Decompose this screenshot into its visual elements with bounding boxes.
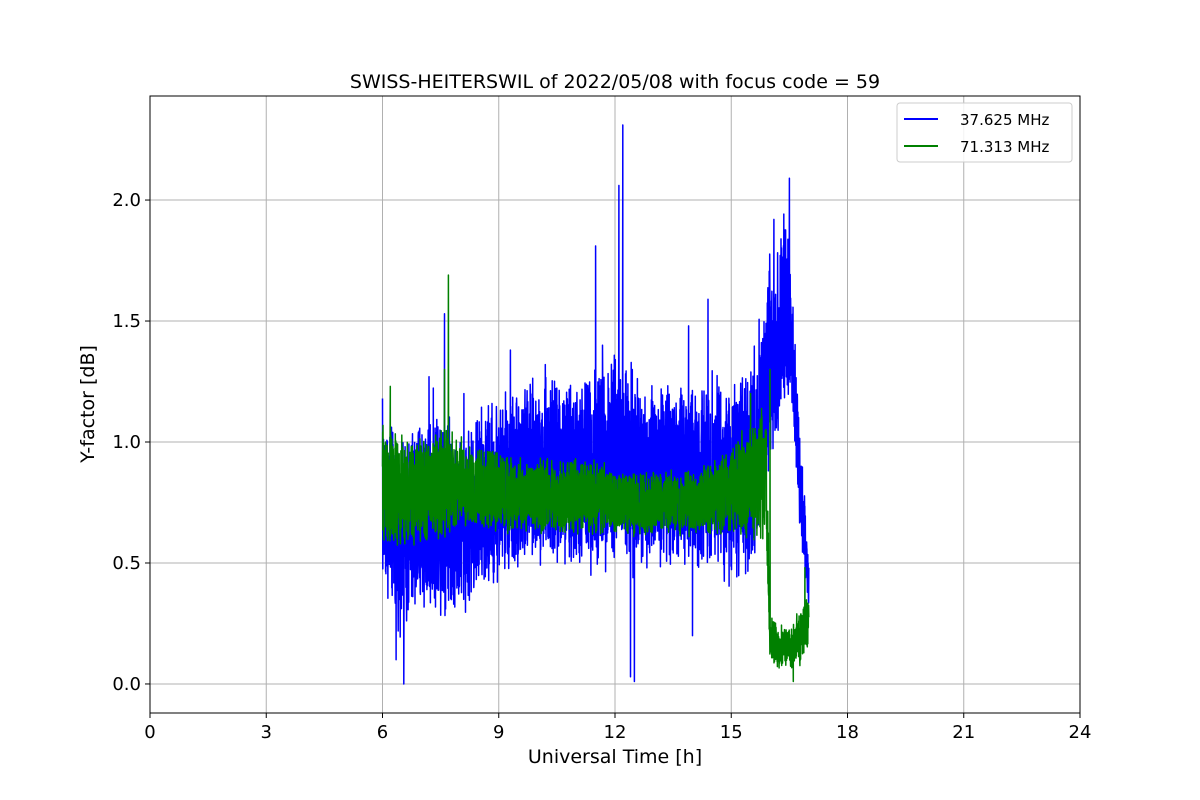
x-tick-label: 21 — [952, 722, 975, 743]
x-tick-label: 18 — [836, 722, 859, 743]
x-tick-label: 12 — [604, 722, 627, 743]
y-tick-label: 1.0 — [112, 432, 141, 453]
legend-box — [896, 102, 1073, 163]
x-ticks: 0 3 6 9 12 15 18 21 24 — [144, 713, 1091, 743]
y-tick-label: 1.5 — [112, 311, 141, 332]
x-tick-label: 24 — [1069, 722, 1092, 743]
y-tick-label: 0.5 — [112, 553, 141, 574]
x-axis-label: Universal Time [h] — [528, 746, 702, 768]
y-axis-label: Y-factor [dB] — [77, 345, 99, 464]
y-ticks: 0.0 0.5 1.0 1.5 2.0 — [112, 190, 150, 695]
x-tick-label: 3 — [261, 722, 272, 743]
series-line-1 — [381, 124, 810, 685]
x-tick-label: 15 — [720, 722, 743, 743]
x-tick-label: 9 — [493, 722, 504, 743]
legend: 37.625 MHz 71.313 MHz — [896, 102, 1073, 163]
plot-series — [381, 124, 810, 685]
chart-title: SWISS-HEITERSWIL of 2022/05/08 with focu… — [350, 71, 880, 93]
legend-label-series-2: 71.313 MHz — [960, 138, 1049, 156]
x-tick-label: 6 — [377, 722, 388, 743]
y-tick-label: 2.0 — [112, 190, 141, 211]
legend-label-series-1: 37.625 MHz — [960, 111, 1049, 129]
y-tick-label: 0.0 — [112, 674, 141, 695]
x-tick-label: 0 — [144, 722, 155, 743]
series-line-2 — [381, 274, 810, 683]
